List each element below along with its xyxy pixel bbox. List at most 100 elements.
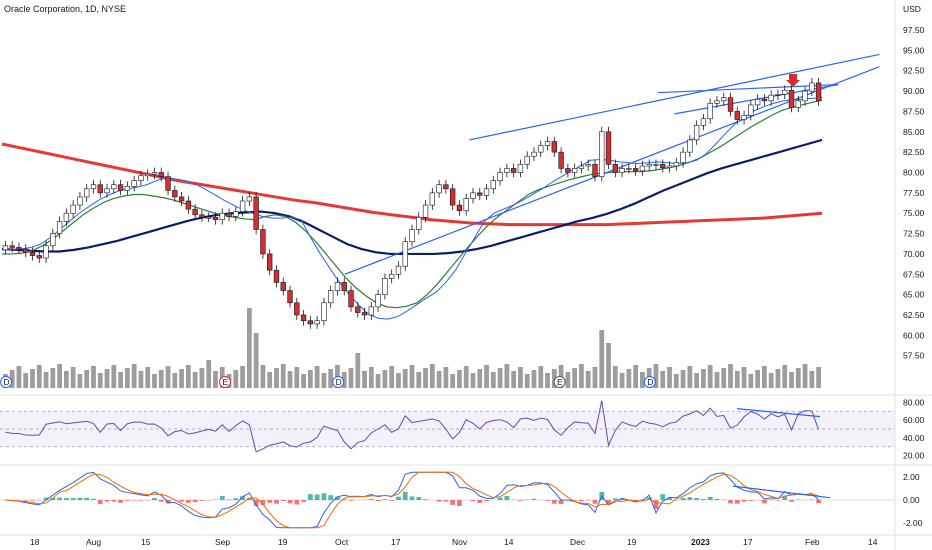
candle-up [544,141,551,146]
volume-bar [565,372,571,388]
x-tick-label: 14 [504,537,514,547]
volume-bar [118,372,123,388]
y-tick-label: 95.00 [903,45,925,55]
candle-up [131,180,137,187]
macd-histogram-bar [97,500,103,505]
macd-histogram-bar [741,500,747,502]
macd-tick-label: -2.00 [903,518,923,528]
volume-bar [185,365,191,388]
x-tick-label: 15 [141,537,151,547]
volume-bar [260,365,266,388]
candle-up [687,139,693,153]
x-tick-label: Sep [215,537,230,547]
candle-down [361,312,368,316]
volume-bar [545,373,550,388]
macd-histogram-bar [653,500,659,509]
volume-bar [748,374,754,388]
candle-up [693,124,700,141]
volume-bar [396,373,401,388]
volume-bar [50,368,56,388]
candle-down [280,282,286,291]
volume-bar [91,366,96,388]
candle-down [355,306,361,313]
macd-histogram-bar [368,499,374,500]
macd-histogram-bar [226,499,232,500]
volume-bar [592,367,598,388]
macd-histogram-bar [687,497,693,500]
candle-up [138,175,144,181]
volume-bar [321,373,327,388]
candle-up [246,196,253,202]
candle-down [632,168,639,172]
macd-histogram-bar [240,496,245,500]
candle-up [328,290,334,304]
rsi-tick-label: 60.00 [903,415,925,425]
macd-histogram-bar [423,499,428,500]
macd-histogram-bar [274,500,279,504]
volume-bar [816,367,821,388]
macd-histogram-bar [287,500,293,504]
volume-bar [802,364,808,388]
macd-histogram-bar [592,500,598,504]
volume-bar [328,369,334,388]
macd-histogram-bar [91,498,96,500]
macd-histogram-bar [389,500,395,501]
candle-up [795,100,801,108]
macd-histogram-bar [158,500,164,502]
event-marker-label: E [222,377,228,387]
macd-histogram-bar [314,494,320,500]
candle-up [104,188,110,194]
candle-down [294,302,300,316]
macd-histogram-bar [260,500,266,505]
candle-down [734,111,740,120]
volume-bar [789,372,794,388]
candle-up [490,180,496,190]
candle-up [402,241,408,267]
volume-bar [172,373,178,388]
candle-up [517,164,524,173]
macd-histogram-bar [396,496,401,500]
macd-histogram-bar [572,500,578,501]
volume-bar [402,369,408,388]
volume-bar [755,370,761,388]
macd-histogram-bar [246,498,252,500]
macd-histogram-bar [606,500,611,505]
macd-histogram-bar [30,500,35,501]
volume-bar [57,364,62,388]
macd-histogram-bar [443,500,449,502]
volume-bar [463,366,469,388]
volume-bar [165,366,171,388]
macd-histogram-bar [701,499,706,500]
macd-histogram-bar [789,500,794,502]
volume-bar [274,368,279,388]
volume-bar [518,367,523,388]
candle-down [23,248,29,253]
x-tick-label: Aug [86,537,101,547]
volume-bar [138,371,144,388]
volume-bar [348,368,354,388]
candle-up [77,196,83,206]
candle-up [619,168,625,173]
x-tick-label: Feb [805,537,820,547]
macd-histogram-bar [301,500,306,502]
macd-histogram-bar [484,500,489,502]
macd-histogram-bar [335,496,340,500]
candle-up [538,145,544,153]
candle-up [375,294,381,308]
volume-bar [314,366,320,388]
volume-bar [77,374,83,388]
rsi-tick-label: 80.00 [903,397,925,407]
volume-bar [687,366,693,388]
volume-bar [701,369,706,388]
y-tick-label: 67.50 [903,269,925,279]
candle-up [782,89,788,95]
macd-histogram-bar [680,497,686,500]
candle-up [84,188,90,198]
volume-bar [572,368,578,388]
candle-up [809,82,815,92]
macd-histogram-bar [84,497,90,500]
candle-up [639,165,646,172]
candle-up [504,168,510,173]
candle-up [50,233,56,247]
